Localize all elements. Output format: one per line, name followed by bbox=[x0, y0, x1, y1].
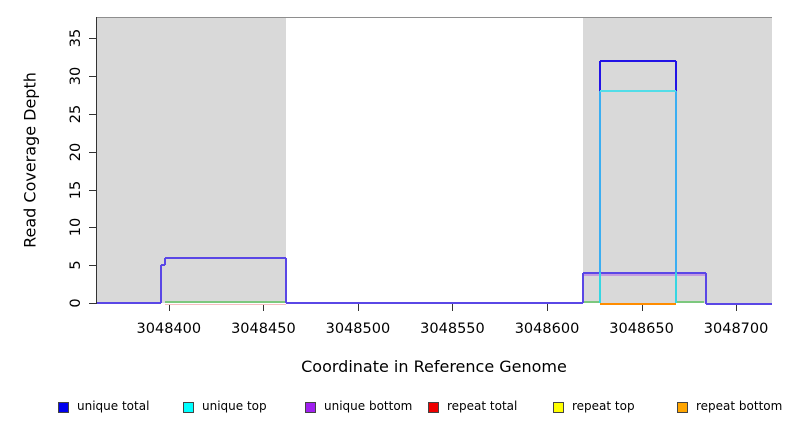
x-tick bbox=[263, 304, 265, 311]
y-tick-label: 5 bbox=[68, 260, 84, 270]
x-tick bbox=[641, 304, 643, 311]
y-tick-label: 10 bbox=[68, 218, 84, 237]
series-segment bbox=[581, 272, 584, 303]
legend-swatch-icon bbox=[677, 402, 688, 413]
y-tick bbox=[89, 151, 96, 153]
legend-swatch-icon bbox=[305, 402, 316, 413]
shaded-region bbox=[97, 17, 287, 303]
series-segment bbox=[598, 91, 601, 273]
plot-top-border bbox=[97, 17, 772, 18]
x-tick bbox=[168, 304, 170, 311]
series-segment bbox=[705, 303, 772, 306]
y-tick-label: 25 bbox=[68, 104, 84, 124]
series-segment bbox=[704, 272, 707, 305]
y-tick-label: 30 bbox=[68, 66, 84, 86]
series-segment bbox=[582, 274, 706, 276]
y-tick bbox=[89, 38, 96, 40]
legend-swatch-icon bbox=[553, 402, 564, 413]
series-segment bbox=[674, 91, 677, 273]
y-axis-line bbox=[96, 17, 97, 304]
x-tick-label: 3048450 bbox=[231, 321, 296, 337]
y-tick bbox=[89, 189, 96, 191]
legend-label: unique total bbox=[77, 399, 150, 413]
x-tick bbox=[547, 304, 548, 311]
legend-swatch-icon bbox=[183, 402, 194, 413]
series-segment bbox=[165, 256, 287, 259]
series-segment bbox=[599, 302, 676, 305]
shaded-region bbox=[582, 17, 772, 303]
x-tick bbox=[357, 304, 359, 311]
series-segment bbox=[582, 271, 706, 274]
legend: unique total unique top unique bottom repea… bbox=[0, 396, 792, 422]
x-tick-label: 3048400 bbox=[136, 321, 202, 337]
series-segment bbox=[160, 265, 163, 303]
legend-label: repeat top bbox=[572, 399, 635, 413]
y-axis-title: Read Coverage Depth bbox=[20, 72, 40, 248]
series-segment bbox=[582, 301, 600, 303]
y-tick bbox=[89, 303, 96, 304]
x-tick-label: 3048700 bbox=[703, 321, 769, 337]
legend-swatch-icon bbox=[428, 402, 439, 413]
series-segment bbox=[286, 302, 583, 304]
series-segment bbox=[285, 257, 288, 303]
series-segment bbox=[599, 90, 676, 92]
x-tick bbox=[736, 304, 738, 311]
x-tick-label: 3048650 bbox=[609, 321, 674, 337]
legend-label: unique bottom bbox=[324, 399, 413, 413]
y-tick bbox=[89, 227, 96, 229]
series-segment bbox=[97, 302, 162, 304]
legend-label: unique top bbox=[202, 399, 267, 413]
y-tick-label: 0 bbox=[68, 298, 84, 308]
series-segment bbox=[164, 257, 167, 266]
y-tick-label: 15 bbox=[68, 180, 84, 199]
legend-label: repeat bottom bbox=[696, 399, 783, 413]
series-segment bbox=[675, 301, 704, 303]
x-tick-label: 3048500 bbox=[325, 321, 391, 337]
series-segment bbox=[165, 301, 287, 303]
x-tick-label: 3048550 bbox=[420, 321, 485, 337]
legend-label: repeat total bbox=[447, 399, 518, 413]
x-tick-label: 3048600 bbox=[514, 321, 580, 337]
series-segment bbox=[165, 304, 287, 306]
legend-swatch-icon bbox=[58, 402, 69, 413]
y-tick-label: 35 bbox=[68, 28, 84, 48]
series-segment bbox=[674, 272, 677, 303]
y-tick-label: 20 bbox=[68, 142, 84, 161]
y-tick bbox=[89, 76, 96, 78]
series-segment bbox=[161, 264, 166, 267]
x-tick bbox=[452, 304, 454, 311]
y-tick bbox=[89, 265, 96, 267]
y-tick bbox=[89, 113, 96, 115]
series-segment bbox=[598, 272, 601, 303]
x-axis-title: Coordinate in Reference Genome bbox=[301, 357, 567, 376]
series-segment bbox=[599, 59, 676, 62]
